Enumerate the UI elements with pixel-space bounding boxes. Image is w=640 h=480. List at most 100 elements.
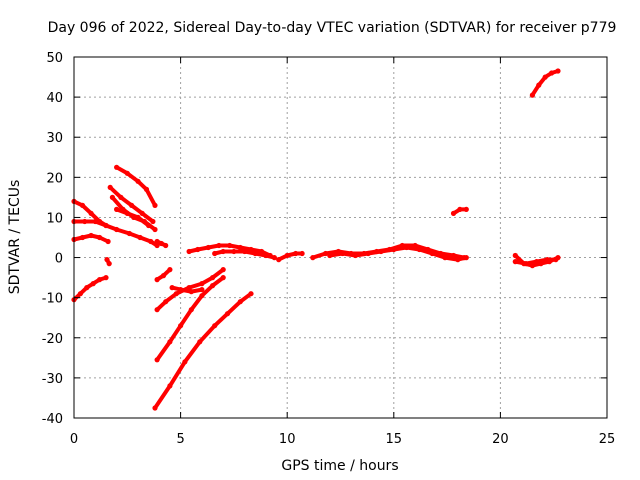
data-point (212, 323, 218, 329)
data-point (88, 210, 94, 216)
data-point (114, 206, 120, 212)
data-point (555, 68, 561, 74)
data-point (124, 210, 130, 216)
data-point (152, 405, 158, 411)
data-point (97, 234, 103, 241)
x-tick-label: 15 (386, 432, 403, 447)
data-point (210, 283, 216, 289)
data-point (173, 291, 179, 297)
data-point (216, 242, 222, 249)
data-point (137, 234, 143, 241)
y-tick-label: 20 (46, 171, 63, 186)
data-point (529, 92, 536, 98)
data-point (163, 242, 169, 249)
series-track (153, 291, 253, 410)
data-point (135, 178, 141, 184)
data-point (199, 293, 205, 299)
data-point (154, 238, 160, 245)
data-point (129, 202, 135, 208)
data-point (463, 206, 469, 212)
grid (74, 57, 607, 418)
data-point (154, 277, 160, 283)
data-point (195, 246, 201, 253)
data-point (163, 299, 169, 305)
data-point (126, 230, 132, 237)
data-point (178, 287, 184, 293)
y-tick-label: -30 (42, 372, 63, 387)
data-point (152, 202, 158, 208)
data-point (79, 234, 86, 241)
data-point (212, 250, 218, 257)
data-point (463, 255, 469, 261)
x-tick-label: 10 (279, 432, 296, 447)
data-point (352, 252, 358, 259)
data-point (416, 246, 422, 253)
data-point (340, 250, 346, 257)
data-point (327, 252, 333, 259)
data-point (544, 257, 550, 263)
y-axis-label: SDTVAR / TECUs (7, 180, 23, 295)
data-point (139, 210, 145, 216)
y-tick-label: 10 (46, 211, 63, 226)
data-point (536, 82, 542, 88)
data-point (90, 281, 96, 287)
data-point (224, 311, 231, 317)
data-point (104, 257, 110, 263)
y-tick-label: -40 (42, 412, 63, 427)
data-point (263, 252, 269, 259)
data-point (523, 261, 529, 267)
data-point (455, 257, 461, 263)
data-point (148, 238, 154, 245)
data-point (106, 261, 112, 267)
data-point (284, 252, 290, 259)
series-track (114, 207, 151, 228)
data-point (84, 285, 90, 291)
data-point (152, 226, 158, 233)
data-point (323, 250, 329, 257)
data-point (450, 210, 457, 216)
data-point (271, 255, 277, 261)
data-point (549, 70, 555, 76)
series-track (72, 219, 160, 248)
data-point (167, 383, 173, 389)
data-point (158, 240, 164, 247)
data-point (512, 252, 518, 259)
chart-title: Day 096 of 2022, Sidereal Day-to-day VTE… (48, 20, 617, 36)
data-point (293, 250, 299, 257)
data-point (252, 250, 258, 257)
data-point (77, 291, 83, 297)
data-point (118, 194, 124, 200)
data-point (404, 244, 410, 251)
data-point (88, 232, 94, 239)
data-point (457, 206, 463, 212)
data-point (199, 287, 205, 293)
data-point (231, 248, 237, 255)
data-point (199, 281, 205, 287)
y-tick-label: 0 (55, 252, 63, 267)
x-tick-label: 5 (176, 432, 184, 447)
data-point (542, 74, 548, 80)
data-point (534, 259, 540, 265)
data-point (237, 244, 243, 251)
data-point (248, 291, 254, 297)
data-point (124, 170, 130, 176)
data-point (299, 250, 305, 257)
data-point (512, 259, 518, 265)
data-point (82, 218, 88, 225)
data-point (154, 307, 160, 313)
y-tick-label: 40 (46, 91, 63, 106)
data-point (365, 250, 371, 257)
data-point (160, 273, 167, 279)
data-point (391, 246, 397, 253)
data-point (429, 250, 435, 257)
data-series (71, 68, 561, 411)
y-tick-label: -20 (42, 332, 63, 347)
axis-ticks: 0 5 10 15 20 25 -40 -30 -20 -10 0 10 20 30 40 50 (42, 51, 616, 447)
data-point (220, 267, 226, 273)
data-point (186, 248, 192, 255)
data-point (188, 307, 194, 313)
data-point (210, 275, 216, 281)
data-point (167, 339, 173, 345)
data-point (154, 357, 160, 363)
data-point (146, 222, 152, 229)
